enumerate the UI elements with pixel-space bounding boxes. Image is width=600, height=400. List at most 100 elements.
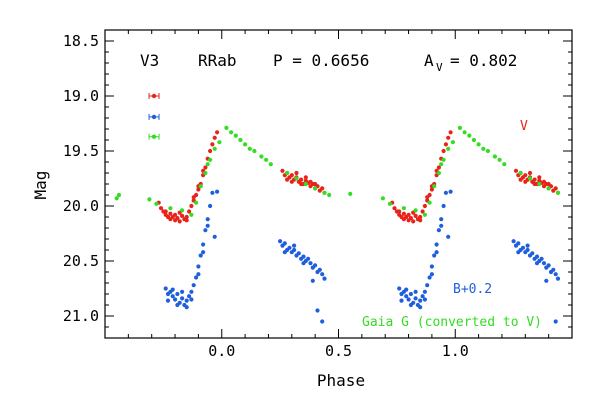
data-point [203, 165, 208, 170]
data-point [175, 291, 180, 297]
data-point [436, 170, 441, 176]
data-point [212, 234, 217, 239]
error-bars [148, 93, 160, 140]
data-point [422, 289, 427, 294]
data-point [546, 186, 551, 191]
data-point [448, 189, 453, 194]
header-star: V3 [140, 51, 159, 70]
data-point [387, 201, 392, 206]
data-point [189, 289, 194, 294]
data-point [420, 294, 425, 299]
data-point [411, 219, 416, 224]
data-point [252, 148, 257, 154]
data-point [553, 319, 558, 324]
data-point [532, 181, 537, 187]
data-point [184, 305, 189, 310]
data-point [175, 302, 180, 308]
y-tick-label: 21.0 [63, 307, 99, 325]
data-point [541, 179, 547, 184]
data-point [268, 162, 273, 167]
data-point [511, 239, 516, 244]
data-point [229, 130, 234, 135]
data-point [189, 203, 194, 209]
data-point [418, 218, 423, 223]
data-point [434, 242, 439, 247]
data-point [303, 175, 308, 180]
data-point [513, 168, 519, 173]
data-point [208, 157, 213, 162]
data-point [189, 297, 194, 302]
data-point [471, 137, 476, 143]
data-point [534, 254, 540, 259]
data-point [425, 283, 430, 288]
data-point [546, 263, 551, 268]
data-point [518, 177, 523, 182]
data-point [198, 253, 203, 258]
data-point [467, 133, 472, 138]
data-point [439, 217, 444, 222]
data-point [194, 200, 199, 205]
header-type: RRab [198, 51, 237, 70]
data-point [308, 179, 313, 184]
data-point [292, 247, 297, 253]
data-point [399, 298, 404, 303]
data-point [173, 212, 178, 217]
data-point [180, 296, 185, 301]
data-point [313, 181, 318, 187]
y-tick-label: 18.5 [63, 32, 99, 50]
data-point [175, 216, 180, 221]
data-point [492, 154, 497, 159]
data-point [299, 177, 304, 182]
data-point [530, 251, 535, 256]
data-point [520, 245, 526, 250]
data-point [429, 264, 434, 269]
data-point [280, 168, 285, 173]
data-point [289, 179, 294, 184]
header-amplitude-subscript: V [436, 61, 443, 74]
data-point [418, 214, 423, 220]
data-point [313, 186, 318, 191]
data-point [462, 130, 467, 135]
data-point [306, 256, 311, 261]
data-point [294, 176, 299, 181]
data-point [523, 179, 528, 184]
data-point [173, 297, 178, 302]
data-point [303, 181, 308, 187]
plot-border [104, 29, 573, 339]
data-point [527, 176, 533, 181]
data-point [439, 223, 444, 228]
data-point [308, 261, 313, 266]
data-point [441, 203, 446, 209]
data-point [322, 190, 327, 195]
data-point [427, 275, 432, 280]
data-point [191, 195, 196, 200]
data-point [205, 217, 210, 222]
data-point [420, 209, 425, 214]
x-tick-label: 0.5 [325, 342, 352, 360]
data-point [516, 241, 521, 246]
data-point [434, 250, 439, 255]
data-point [380, 196, 385, 201]
data-point [551, 267, 556, 272]
data-point [243, 142, 248, 147]
data-point [527, 170, 533, 176]
data-point [170, 294, 175, 299]
data-point [205, 223, 210, 228]
data-point [264, 157, 269, 162]
data-point [413, 289, 418, 294]
data-point [292, 243, 297, 248]
data-point [194, 275, 199, 280]
data-point [310, 278, 315, 283]
data-point [285, 170, 290, 176]
data-point [448, 130, 453, 135]
data-point [432, 253, 437, 258]
data-point [163, 209, 168, 214]
data-point [525, 243, 530, 248]
plot-frame [104, 29, 573, 339]
data-point [201, 250, 206, 255]
error-bar-point [151, 93, 157, 99]
data-point [457, 125, 462, 130]
y-axis-label: Mag [31, 171, 50, 200]
data-point [259, 154, 264, 159]
x-tick-label: 1.0 [442, 342, 469, 360]
